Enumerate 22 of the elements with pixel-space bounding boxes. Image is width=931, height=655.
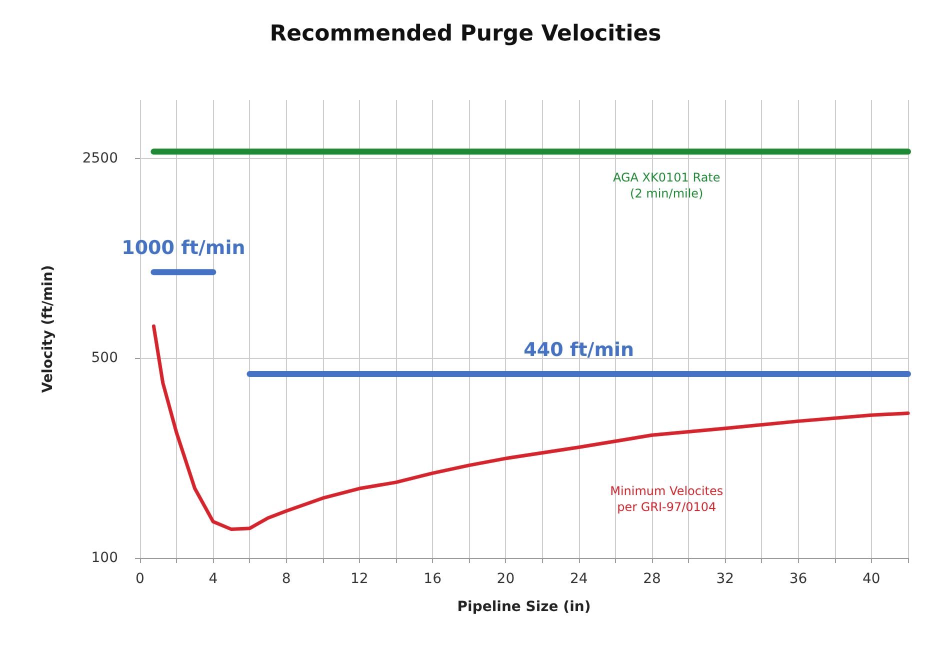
series-label: 1000 ft/min (122, 237, 246, 260)
x-tick-label: 8 (282, 571, 291, 587)
x-tick-label: 4 (208, 571, 218, 587)
x-tick-label: 36 (789, 571, 808, 587)
y-axis-title: Velocity (ft/min) (40, 265, 56, 393)
series-label: AGA XK0101 Rate (2 min/mile) (612, 170, 720, 201)
x-tick-label: 32 (716, 571, 734, 587)
x-tick-label: 12 (350, 571, 368, 587)
x-axis-title: Pipeline Size (in) (457, 599, 591, 615)
chart-title: Recommended Purge Velocities (270, 22, 662, 46)
x-tick-label: 24 (570, 571, 588, 587)
line-series (152, 324, 910, 532)
series-label: 440 ft/min (524, 339, 634, 362)
y-tick-label: 100 (91, 550, 118, 566)
y-tick-label: 500 (91, 350, 118, 366)
text: Minimum Velocites per GRI-97/0104 (610, 484, 724, 514)
x-tick-label: 20 (496, 571, 515, 587)
x-tick-label: 16 (424, 571, 442, 587)
x-tick-label: 40 (862, 571, 880, 587)
y-tick-label: 2500 (82, 150, 118, 166)
x-tick-label: 0 (136, 571, 144, 587)
x-tick-label: 28 (643, 571, 661, 587)
